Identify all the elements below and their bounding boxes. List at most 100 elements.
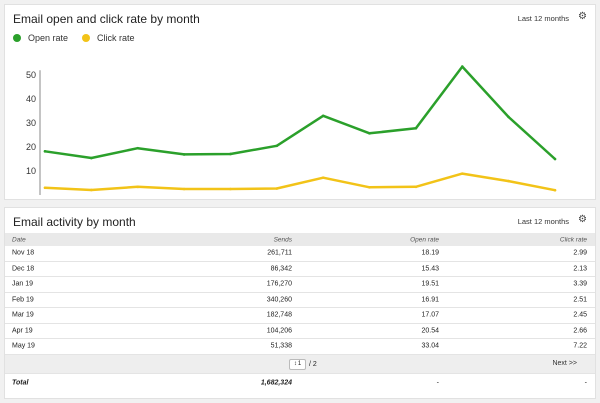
row-sends: 104,206 [266,327,292,335]
data-point [321,176,325,180]
data-point [229,187,232,191]
data-point [368,186,371,189]
data-point [553,188,557,192]
data-point [136,146,140,150]
column-header-click-rate[interactable]: Click rate [559,236,587,243]
row-open-rate: 17.07 [421,311,439,319]
email-activity-panel: Email activity by month Last 12 months ⚙… [4,207,596,399]
page-stepper-icon: ↕ [293,361,297,367]
data-point [321,114,325,118]
series-line-open-rate [43,65,557,161]
data-point [460,172,464,175]
legend-label-click-rate: Click rate [97,33,135,43]
data-point [182,153,186,156]
data-point [90,156,93,160]
row-sends: 51,338 [270,342,292,350]
pager: ↕ 1 / 2 [289,358,317,370]
row-click-rate: 2.51 [573,296,587,304]
row-click-rate: 2.99 [573,249,587,257]
current-page: 1 [297,361,302,367]
page-total: / 2 [309,360,317,368]
row-date: Apr 19 [12,327,33,335]
row-click-rate: 7.22 [573,342,587,350]
data-point [507,115,510,119]
row-date: May 19 [12,342,35,350]
column-header-open-rate[interactable]: Open rate [410,236,439,243]
table-row: May 19 51,338 33.04 7.22 [5,339,595,355]
legend-item-open-rate[interactable]: Open rate [13,33,68,43]
table-row: Mar 19 182,748 17.07 2.45 [5,308,595,324]
y-tick-label: 40 [26,94,36,104]
data-point [275,144,279,148]
table-header-row: Date Sends Open rate Click rate [5,233,595,246]
column-header-sends[interactable]: Sends [273,236,292,243]
gear-icon[interactable]: ⚙ [578,11,587,22]
row-sends: 340,260 [266,296,292,304]
row-open-rate: 16.91 [421,296,439,304]
row-date: Mar 19 [12,311,34,319]
row-date: Nov 18 [12,249,35,257]
chart-legend: Open rate Click rate [13,33,135,43]
data-point [275,187,279,190]
row-open-rate: 20.54 [421,327,439,335]
table-row: Nov 18 261,711 18.19 2.99 [5,246,595,262]
legend-dot-open-rate [13,34,21,42]
legend-item-click-rate[interactable]: Click rate [82,33,135,43]
y-tick-label: 30 [26,118,36,128]
total-click-rate: - [584,379,587,387]
row-date: Dec 18 [12,265,35,273]
y-tick-label: 20 [26,142,36,152]
data-point [460,65,464,68]
table-row: Feb 19 340,260 16.91 2.51 [5,293,595,308]
table-title: Email activity by month [13,215,136,229]
y-tick-label: 50 [26,70,36,80]
data-point [229,152,232,156]
data-point [414,185,418,189]
row-sends: 182,748 [266,311,292,319]
row-open-rate: 18.19 [421,249,439,257]
legend-label-open-rate: Open rate [28,33,69,43]
data-point [182,187,186,191]
page-select[interactable]: ↕ 1 [289,358,306,370]
row-open-rate: 33.04 [421,342,439,350]
gear-icon[interactable]: ⚙ [578,214,587,225]
table-period-selector[interactable]: Last 12 months [517,217,569,226]
row-sends: 86,342 [270,265,292,273]
row-click-rate: 2.45 [573,311,587,319]
line-chart: 10 20 30 40 50 [26,65,557,195]
row-date: Feb 19 [12,296,34,304]
next-page-link[interactable]: Next >> [552,359,577,367]
data-point [136,185,140,189]
total-sends: 1,682,324 [260,379,292,387]
column-header-date[interactable]: Date [12,236,26,243]
row-open-rate: 15.43 [421,265,439,273]
total-label: Total [12,379,29,387]
table-row: Apr 19 104,206 20.54 2.66 [5,324,595,339]
open-click-chart-panel: Email open and click rate by month Last … [4,4,596,200]
row-click-rate: 2.66 [573,327,587,335]
row-click-rate: 2.13 [573,265,587,273]
series-line-click-rate [43,172,557,192]
legend-dot-click-rate [82,34,91,42]
data-point [414,126,418,130]
chart-period-selector[interactable]: Last 12 months [517,14,569,23]
data-point [553,157,557,161]
row-sends: 176,270 [266,280,292,288]
table-row: Jan 19 176,270 19.51 3.39 [5,277,595,293]
row-sends: 261,711 [267,249,292,257]
data-point [43,186,47,190]
data-point [368,132,371,135]
data-point [507,179,510,183]
data-point [90,188,93,192]
row-date: Jan 19 [12,280,34,288]
row-click-rate: 3.39 [573,280,587,288]
activity-table: Date Sends Open rate Click rate Nov 18 2… [5,233,595,393]
table-row: Dec 18 86,342 15.43 2.13 [5,262,595,277]
pagination-bar: ↕ 1 / 2 Next >> [5,354,595,374]
data-point [43,150,47,153]
y-tick-label: 10 [26,166,36,176]
total-open-rate: - [436,379,439,387]
chart-title: Email open and click rate by month [13,12,200,26]
row-open-rate: 19.51 [421,280,439,288]
total-row: Total 1,682,324 - - [5,374,595,393]
